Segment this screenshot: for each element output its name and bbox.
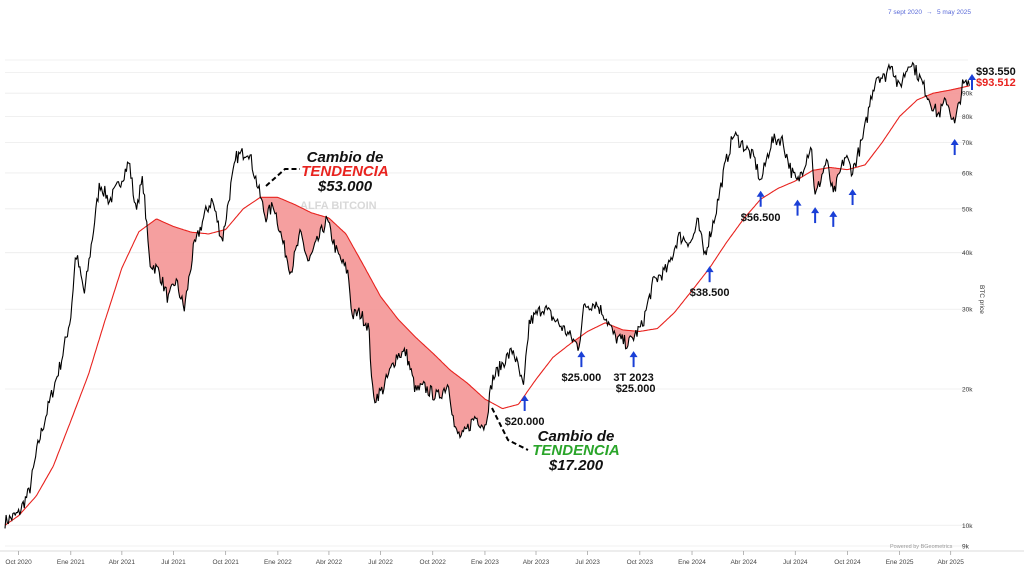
y-tick-label: 90k bbox=[962, 91, 973, 98]
y-tick-label: 10k bbox=[962, 523, 973, 530]
y-tick-label: 70k bbox=[962, 140, 973, 147]
support-price-label: $20.000 bbox=[505, 416, 545, 428]
last-price-label: $93.550 bbox=[976, 66, 1016, 78]
x-tick-label: Ene 2021 bbox=[57, 559, 85, 566]
up-arrow-head-icon bbox=[629, 351, 638, 358]
y-tick-label: 60k bbox=[962, 170, 973, 177]
callout-top-line1: Cambio de bbox=[307, 149, 384, 166]
x-tick-label: Abr 2023 bbox=[523, 559, 550, 566]
up-arrow-head-icon bbox=[577, 351, 586, 358]
callout-bottom-line3: $17.200 bbox=[548, 457, 604, 474]
last-trend-label: $93.512 bbox=[976, 77, 1016, 89]
y-tick-label: 50k bbox=[962, 206, 973, 213]
support-price-label: $38.500 bbox=[690, 287, 730, 299]
red-zone bbox=[829, 167, 841, 193]
x-tick-label: Abr 2021 bbox=[109, 559, 136, 566]
x-tick-label: Ene 2022 bbox=[264, 559, 292, 566]
y-tick-label: 30k bbox=[962, 307, 973, 314]
powered-by: Powered by BGeometrics bbox=[890, 544, 953, 550]
x-tick-label: Abr 2022 bbox=[316, 559, 343, 566]
x-tick-label: Oct 2023 bbox=[627, 559, 654, 566]
date-range-arrow: → bbox=[926, 9, 933, 16]
support-annotations: $20.000$25.000 3T 2023$25.000$38.500$56.5… bbox=[505, 190, 781, 428]
support-price-label: $25.000 bbox=[616, 383, 656, 395]
up-arrow-head-icon bbox=[705, 266, 714, 273]
x-tick-label: Jul 2021 bbox=[161, 559, 186, 566]
up-arrow-head-icon bbox=[968, 74, 976, 80]
x-tick-label: Jul 2023 bbox=[575, 559, 600, 566]
x-tick-label: Ene 2023 bbox=[471, 559, 499, 566]
callout-top-line3: $53.000 bbox=[317, 178, 373, 195]
support-price-label: 3T 2023 bbox=[613, 372, 653, 384]
callout-top-leader bbox=[265, 168, 300, 187]
red-zone bbox=[927, 87, 962, 124]
x-tick-label: Ene 2025 bbox=[886, 559, 914, 566]
support-price-label: $56.500 bbox=[741, 212, 781, 224]
up-arrow-head-icon bbox=[756, 190, 765, 197]
x-tick-label: Abr 2025 bbox=[938, 559, 965, 566]
up-arrow-head-icon bbox=[950, 139, 959, 146]
date-range-end: 5 may 2025 bbox=[937, 9, 971, 16]
y-tick-label: 40k bbox=[962, 250, 973, 257]
callout-bottom-line1: Cambio de bbox=[538, 428, 615, 445]
x-tick-label: Oct 2024 bbox=[834, 559, 861, 566]
up-arrow-head-icon bbox=[811, 207, 820, 214]
support-price-label: $25.000 bbox=[562, 372, 602, 384]
price-line bbox=[4, 61, 970, 529]
red-zone-fills bbox=[148, 87, 962, 438]
red-zone bbox=[260, 197, 325, 274]
y-tick-label: 20k bbox=[962, 386, 973, 393]
red-zone bbox=[612, 325, 635, 349]
x-tick-label: Ene 2024 bbox=[678, 559, 706, 566]
y-axis: 9k 10k 20k 30k 40k 50k 60k 70k 80k 90k bbox=[962, 91, 973, 551]
gridlines bbox=[5, 59, 968, 547]
x-tick-label: Oct 2020 bbox=[5, 559, 32, 566]
watermark: ALFA BITCOIN bbox=[300, 200, 377, 212]
trend-line bbox=[4, 85, 970, 526]
x-tick-label: Abr 2024 bbox=[730, 559, 757, 566]
x-tick-label: Oct 2022 bbox=[420, 559, 447, 566]
x-tick-label: Oct 2021 bbox=[212, 559, 239, 566]
x-tick-label: Jul 2022 bbox=[368, 559, 393, 566]
support-arrows bbox=[793, 74, 976, 227]
y-tick-label: 9k bbox=[962, 544, 970, 551]
x-axis: Oct 2020 Ene 2021 Abr 2021 Jul 2021 Oct 2021… bbox=[0, 550, 1024, 566]
callout-bottom-leader bbox=[491, 407, 529, 451]
callout-bottom: Cambio de TENDENCIA $17.200 bbox=[491, 407, 620, 474]
callout-bottom-line2: TENDENCIA bbox=[532, 442, 620, 459]
x-tick-label: Jul 2024 bbox=[783, 559, 808, 566]
callout-top: Cambio de TENDENCIA $53.000 bbox=[265, 149, 389, 195]
date-range-start: 7 sept 2020 bbox=[888, 9, 922, 16]
up-arrow-head-icon bbox=[829, 210, 838, 217]
red-zone bbox=[148, 219, 197, 312]
up-arrow-head-icon bbox=[793, 199, 802, 206]
y-tick-label: 80k bbox=[962, 114, 973, 121]
y-axis-label: BTC price bbox=[978, 285, 985, 314]
red-zone bbox=[327, 217, 489, 438]
up-arrow-head-icon bbox=[848, 189, 857, 196]
up-arrow-head-icon bbox=[520, 394, 529, 401]
callout-top-line2: TENDENCIA bbox=[301, 163, 389, 180]
